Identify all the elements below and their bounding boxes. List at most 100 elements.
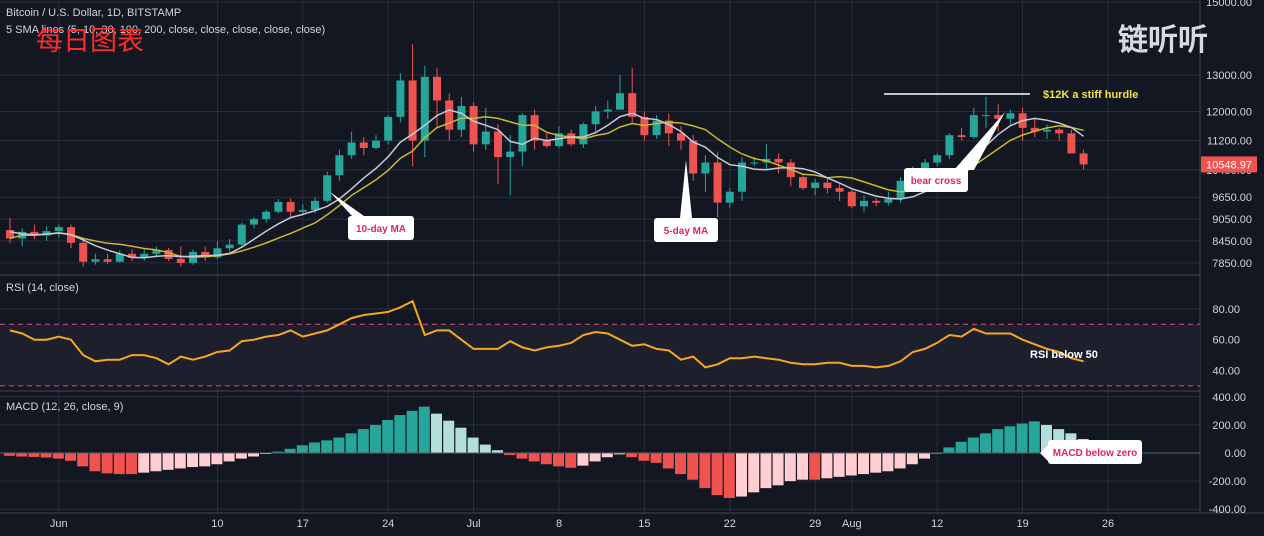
time-tick-4: Jul bbox=[467, 518, 481, 530]
macd-bar-81 bbox=[992, 429, 1004, 453]
candle-0 bbox=[6, 218, 14, 243]
macd-bar-61 bbox=[748, 453, 760, 493]
price-tick-1: 13000.00 bbox=[1206, 70, 1252, 82]
candle-69 bbox=[847, 189, 856, 209]
macd-bar-78 bbox=[955, 441, 967, 453]
rsi-band-fill bbox=[0, 324, 1200, 386]
macd-bar-54 bbox=[662, 453, 674, 469]
macd-bar-19 bbox=[235, 453, 247, 459]
candle-88 bbox=[1079, 149, 1088, 170]
macd-bar-17 bbox=[211, 453, 223, 465]
macd-bar-36 bbox=[443, 420, 455, 453]
candle-87 bbox=[1067, 129, 1076, 154]
chart-title: Bitcoin / U.S. Dollar, 1D, BITSTAMP bbox=[6, 7, 181, 19]
macd-bar-82 bbox=[1004, 426, 1016, 453]
candle-33 bbox=[408, 43, 417, 167]
macd-bar-85 bbox=[1041, 424, 1052, 453]
candle-49 bbox=[603, 100, 612, 119]
macd-bar-51 bbox=[626, 453, 638, 458]
macd-bar-57 bbox=[699, 453, 711, 489]
price-tick-2: 12000.00 bbox=[1206, 106, 1252, 118]
macd-bar-1 bbox=[16, 453, 28, 457]
indicator-legend: 5 SMA lines (5, 10, 30, 100, 200, close,… bbox=[6, 24, 325, 36]
rsi-tick-1: 60.00 bbox=[1212, 335, 1240, 347]
time-tick-0: Jun bbox=[50, 518, 68, 530]
macd-bar-68 bbox=[833, 453, 845, 477]
candle-6 bbox=[79, 239, 88, 267]
candle-63 bbox=[774, 153, 783, 174]
macd-bar-11 bbox=[138, 453, 150, 473]
macd-bar-14 bbox=[174, 453, 186, 469]
candle-59 bbox=[725, 188, 734, 209]
candle-70 bbox=[860, 195, 868, 212]
macd-bar-3 bbox=[40, 453, 52, 458]
macd-bar-56 bbox=[687, 453, 699, 480]
macd-bar-42 bbox=[516, 453, 528, 459]
macd-bar-40 bbox=[492, 450, 503, 453]
candle-67 bbox=[823, 178, 832, 194]
macd-bar-64 bbox=[784, 453, 796, 482]
macd-bar-26 bbox=[321, 440, 333, 453]
candle-18 bbox=[225, 239, 234, 252]
price-tick-5: 9650.00 bbox=[1212, 192, 1252, 204]
candle-36 bbox=[445, 93, 454, 141]
price-tick-8: 7850.00 bbox=[1212, 258, 1252, 270]
candle-41 bbox=[506, 135, 515, 196]
candle-7 bbox=[91, 253, 100, 265]
candle-85 bbox=[1043, 124, 1051, 139]
callout-5day-ma-label: 5-day MA bbox=[664, 226, 708, 237]
price-tick-6: 9050.00 bbox=[1212, 214, 1252, 226]
time-axis-labels[interactable]: Jun 10 17 24 Jul 8 15 22 29 Aug 12 19 26 bbox=[50, 518, 1114, 530]
candle-21 bbox=[262, 209, 271, 223]
time-tick-8: 29 bbox=[809, 518, 821, 530]
macd-bar-65 bbox=[797, 453, 808, 480]
macd-bar-2 bbox=[28, 453, 40, 457]
candle-55 bbox=[677, 126, 685, 150]
macd-bar-63 bbox=[772, 453, 784, 486]
candle-68 bbox=[835, 182, 844, 201]
rsi-axis-labels[interactable]: 80.00 60.00 40.00 bbox=[1212, 304, 1240, 378]
macd-bar-30 bbox=[370, 424, 381, 453]
last-price-badge: 10548.97 bbox=[1201, 156, 1257, 173]
macd-bar-43 bbox=[528, 453, 540, 462]
candle-66 bbox=[811, 178, 820, 196]
watermark-left: 每日图表 bbox=[36, 26, 144, 56]
candle-26 bbox=[323, 171, 332, 203]
macd-bar-22 bbox=[272, 451, 284, 453]
macd-bar-74 bbox=[906, 453, 918, 465]
candle-47 bbox=[579, 122, 588, 148]
callout-10day-ma[interactable]: 10-day MA bbox=[330, 192, 414, 240]
macd-bar-6 bbox=[77, 453, 89, 467]
macd-bar-39 bbox=[479, 444, 491, 453]
candle-30 bbox=[372, 135, 380, 150]
macd-bar-72 bbox=[882, 453, 894, 472]
callout-bear-cross[interactable]: bear cross bbox=[904, 112, 1005, 192]
macd-bar-8 bbox=[101, 453, 113, 474]
candle-76 bbox=[933, 153, 942, 167]
price-tick-0: 15000.00 bbox=[1206, 0, 1252, 9]
candle-8 bbox=[103, 253, 112, 264]
macd-bar-66 bbox=[809, 453, 821, 480]
candle-31 bbox=[384, 115, 393, 145]
macd-bar-58 bbox=[711, 453, 723, 496]
macd-bar-44 bbox=[540, 453, 552, 465]
time-tick-9: Aug bbox=[842, 518, 862, 530]
callout-macd[interactable]: MACD below zero bbox=[1040, 440, 1142, 464]
macd-axis-labels[interactable]: 400.00 200.00 0.00 -200.00 -400.00 bbox=[1209, 392, 1246, 516]
macd-bar-27 bbox=[333, 437, 345, 453]
macd-bar-25 bbox=[309, 442, 320, 453]
rsi-title: RSI (14, close) bbox=[6, 282, 79, 294]
candle-84 bbox=[1030, 118, 1039, 137]
candle-34 bbox=[420, 65, 429, 158]
macd-bar-59 bbox=[723, 453, 735, 498]
macd-bar-45 bbox=[553, 453, 564, 467]
callout-5day-ma[interactable]: 5-day MA bbox=[654, 160, 718, 242]
candle-40 bbox=[494, 124, 502, 185]
hurdle-label: $12K a stiff hurdle bbox=[1043, 89, 1138, 101]
macd-bar-62 bbox=[760, 453, 772, 489]
time-tick-10: 12 bbox=[931, 518, 943, 530]
macd-bar-24 bbox=[296, 445, 308, 453]
time-tick-2: 17 bbox=[297, 518, 309, 530]
macd-bar-55 bbox=[675, 453, 686, 475]
